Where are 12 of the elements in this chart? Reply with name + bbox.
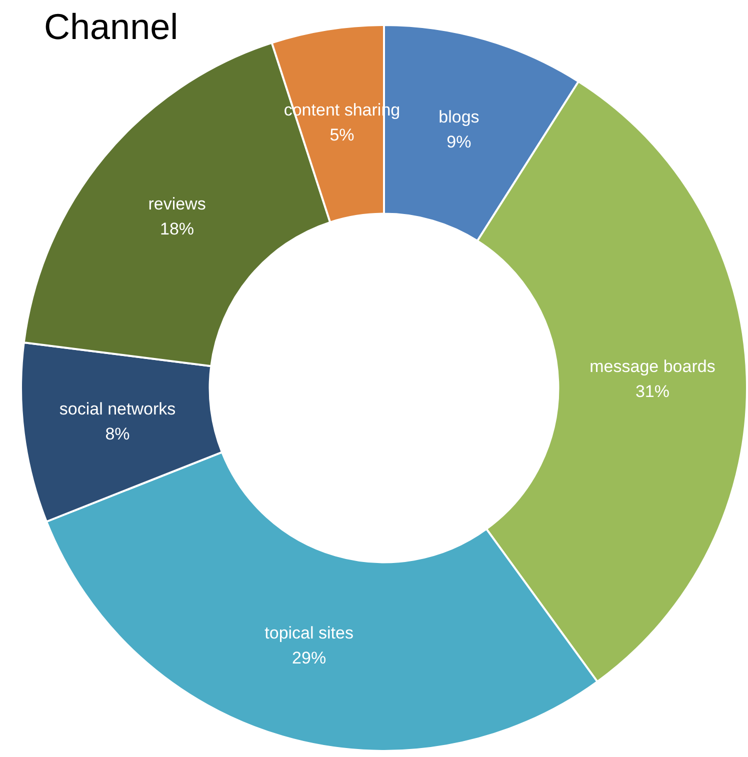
slice-label: topical sites [264,624,354,643]
slice-label: blogs [438,108,480,127]
chart-title: Channel [44,6,178,48]
data-label: 8% [105,424,130,444]
data-label: 9% [446,132,472,152]
data-label: 31% [635,382,670,402]
slice-label: message boards [590,357,716,376]
data-label: 18% [160,219,194,238]
data-label: 5% [330,125,354,144]
slice-label: social networks [59,399,176,418]
slice-label: reviews [148,194,206,214]
data-label: 29% [292,648,326,668]
